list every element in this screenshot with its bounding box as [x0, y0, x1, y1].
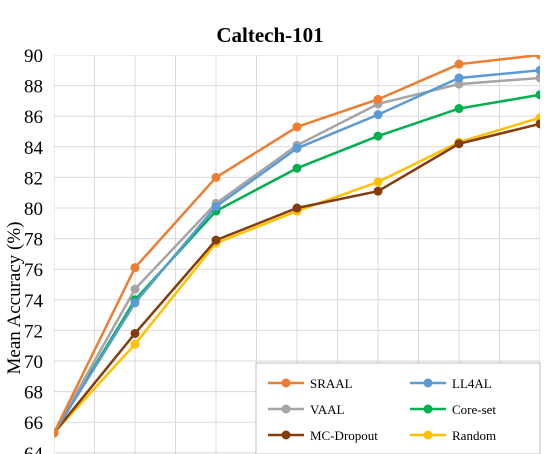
data-point-random — [130, 339, 140, 349]
legend-item-sraal: SRAAL — [268, 376, 353, 391]
legend-item-core-set: Core-set — [410, 402, 496, 417]
y-tick-label: 64 — [24, 444, 44, 454]
data-point-mc-dropout — [292, 203, 302, 213]
legend-marker — [281, 404, 291, 414]
legend-label: MC-Dropout — [310, 428, 378, 443]
y-tick-label: 84 — [24, 138, 44, 159]
data-point-sraal — [535, 55, 540, 60]
legend-label: LL4AL — [452, 376, 492, 391]
legend-marker — [423, 430, 433, 440]
y-axis-label: Mean Accuracy (%) — [4, 222, 25, 375]
series-sraal — [54, 55, 540, 438]
legend-marker — [423, 378, 433, 388]
data-point-mc-dropout — [373, 186, 383, 196]
legend-item-mc-dropout: MC-Dropout — [268, 428, 378, 443]
legend-label: VAAL — [310, 402, 344, 417]
chart-title: Caltech-101 — [216, 23, 323, 47]
legend-label: Core-set — [452, 402, 496, 417]
data-point-core-set — [292, 163, 302, 173]
y-axis: 64 66 68 70 72 74 76 78 80 82 84 86 88 90 — [24, 46, 44, 454]
data-point-ll4al — [130, 298, 140, 308]
legend-label: SRAAL — [310, 376, 353, 391]
data-point-ll4al — [292, 143, 302, 153]
data-point-vaal — [535, 73, 540, 83]
data-point-sraal — [373, 94, 383, 104]
legend-item-vaal: VAAL — [268, 402, 344, 417]
legend-item-random: Random — [410, 428, 496, 443]
data-point-mc-dropout — [535, 119, 540, 129]
y-tick-label: 74 — [24, 291, 44, 312]
legend-marker — [423, 404, 433, 414]
data-point-ll4al — [535, 65, 540, 75]
data-point-mc-dropout — [130, 328, 140, 338]
y-tick-label: 80 — [24, 199, 43, 220]
data-point-mc-dropout — [211, 235, 221, 245]
legend-marker — [281, 430, 291, 440]
data-point-sraal — [211, 172, 221, 182]
data-point-random — [373, 177, 383, 187]
data-point-sraal — [130, 263, 140, 273]
legend-label: Random — [452, 428, 496, 443]
y-tick-label: 82 — [24, 168, 43, 189]
y-tick-label: 76 — [24, 260, 43, 281]
legend-item-ll4al: LL4AL — [410, 376, 492, 391]
data-point-core-set — [535, 90, 540, 100]
y-tick-label: 88 — [24, 77, 43, 98]
series-group — [54, 55, 540, 438]
data-point-core-set — [373, 131, 383, 141]
data-point-ll4al — [211, 201, 221, 211]
y-tick-label: 66 — [24, 413, 43, 434]
data-point-ll4al — [373, 110, 383, 120]
data-point-ll4al — [454, 73, 464, 83]
y-tick-label: 90 — [24, 46, 43, 67]
legend-marker — [281, 378, 291, 388]
y-tick-label: 68 — [24, 383, 43, 404]
legend: SRAAL LL4AL VAAL Core-set MC-Dropout Random — [255, 362, 541, 454]
y-tick-label: 78 — [24, 230, 43, 251]
y-tick-label: 70 — [24, 352, 43, 373]
y-tick-label: 72 — [24, 321, 43, 342]
data-point-sraal — [292, 122, 302, 132]
data-point-mc-dropout — [454, 139, 464, 149]
data-point-vaal — [130, 284, 140, 294]
data-point-sraal — [54, 428, 59, 438]
y-tick-label: 86 — [24, 107, 43, 128]
data-point-core-set — [454, 104, 464, 114]
data-point-sraal — [454, 59, 464, 69]
